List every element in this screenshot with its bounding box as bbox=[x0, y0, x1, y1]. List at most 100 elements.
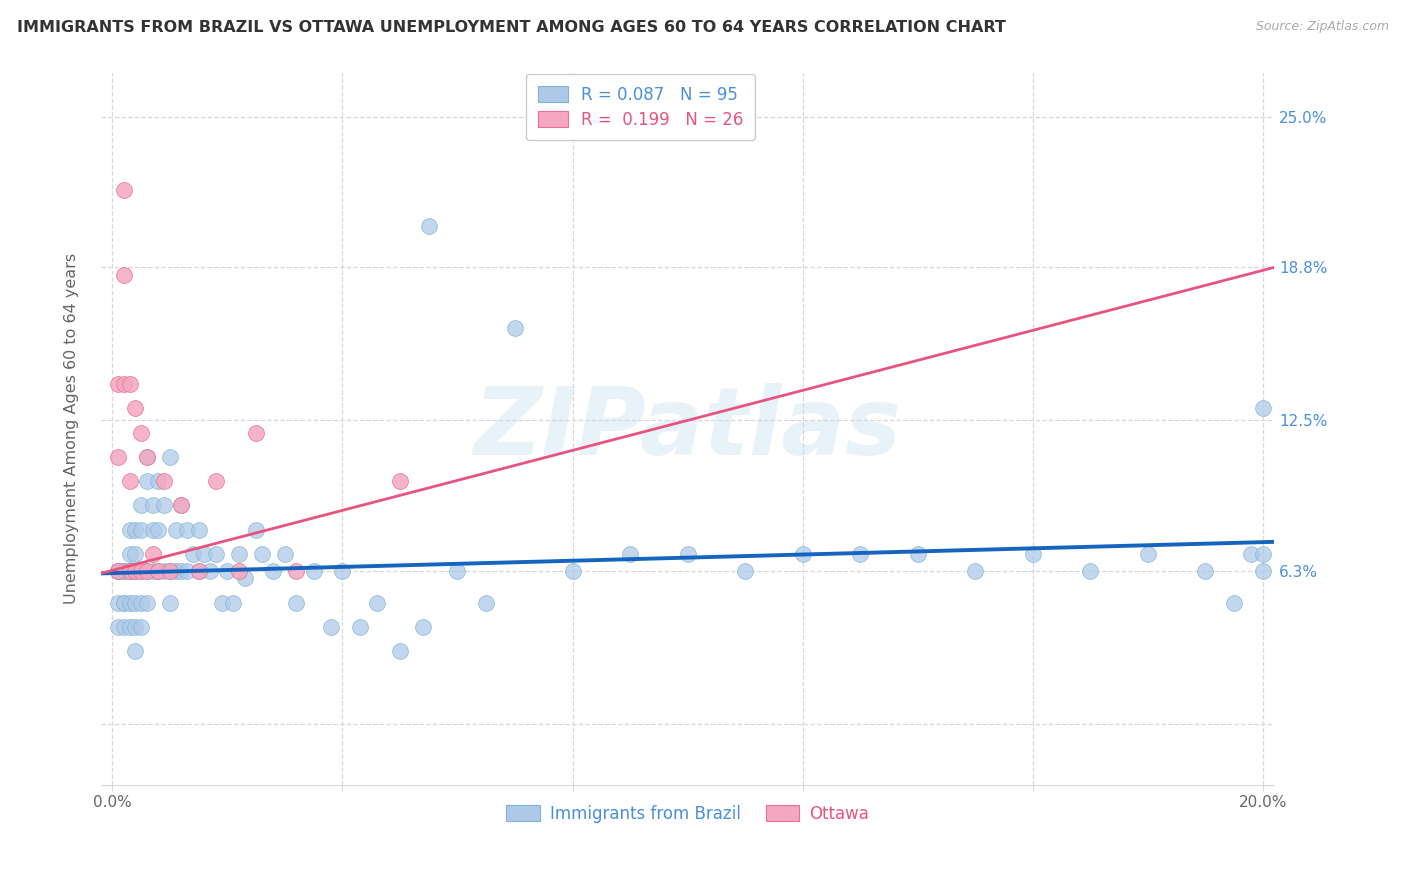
Point bbox=[118, 547, 141, 561]
Point bbox=[233, 571, 256, 585]
Point bbox=[181, 547, 204, 561]
Point bbox=[475, 596, 498, 610]
Point bbox=[124, 564, 146, 578]
Point bbox=[1022, 547, 1045, 561]
Point bbox=[118, 564, 141, 578]
Point bbox=[129, 564, 152, 578]
Point bbox=[446, 564, 468, 578]
Point bbox=[107, 376, 129, 391]
Point bbox=[412, 620, 434, 634]
Point bbox=[187, 523, 209, 537]
Point bbox=[107, 564, 129, 578]
Point bbox=[792, 547, 814, 561]
Point bbox=[849, 547, 872, 561]
Point bbox=[124, 547, 146, 561]
Point bbox=[112, 564, 135, 578]
Point bbox=[118, 474, 141, 488]
Point bbox=[118, 564, 141, 578]
Point bbox=[245, 523, 267, 537]
Point bbox=[1136, 547, 1159, 561]
Point bbox=[112, 596, 135, 610]
Point bbox=[129, 499, 152, 513]
Point bbox=[274, 547, 297, 561]
Point bbox=[148, 564, 170, 578]
Point bbox=[217, 564, 239, 578]
Point bbox=[1251, 401, 1274, 416]
Point bbox=[107, 564, 129, 578]
Point bbox=[1251, 547, 1274, 561]
Point bbox=[112, 564, 135, 578]
Point bbox=[193, 547, 215, 561]
Point bbox=[124, 523, 146, 537]
Point bbox=[129, 425, 152, 440]
Point bbox=[135, 450, 157, 464]
Point bbox=[503, 321, 526, 335]
Point bbox=[124, 644, 146, 658]
Point bbox=[1080, 564, 1102, 578]
Point bbox=[135, 596, 157, 610]
Point bbox=[159, 596, 181, 610]
Point bbox=[141, 547, 163, 561]
Point bbox=[204, 547, 226, 561]
Point bbox=[124, 564, 146, 578]
Point bbox=[129, 564, 152, 578]
Point bbox=[107, 564, 129, 578]
Point bbox=[107, 450, 129, 464]
Point bbox=[561, 564, 583, 578]
Point bbox=[135, 564, 157, 578]
Point bbox=[418, 219, 440, 233]
Text: ZIPatlas: ZIPatlas bbox=[474, 383, 901, 475]
Point bbox=[211, 596, 233, 610]
Point bbox=[112, 183, 135, 197]
Point bbox=[165, 523, 187, 537]
Point bbox=[907, 547, 929, 561]
Text: IMMIGRANTS FROM BRAZIL VS OTTAWA UNEMPLOYMENT AMONG AGES 60 TO 64 YEARS CORRELAT: IMMIGRANTS FROM BRAZIL VS OTTAWA UNEMPLO… bbox=[17, 20, 1005, 35]
Point bbox=[228, 564, 250, 578]
Point bbox=[176, 564, 198, 578]
Point bbox=[228, 547, 250, 561]
Point bbox=[619, 547, 641, 561]
Point bbox=[176, 523, 198, 537]
Point bbox=[250, 547, 273, 561]
Point bbox=[141, 499, 163, 513]
Point bbox=[118, 564, 141, 578]
Point bbox=[1251, 564, 1274, 578]
Point bbox=[153, 474, 176, 488]
Point bbox=[170, 564, 193, 578]
Point bbox=[302, 564, 325, 578]
Point bbox=[148, 474, 170, 488]
Point bbox=[285, 596, 308, 610]
Point bbox=[107, 620, 129, 634]
Point bbox=[159, 564, 181, 578]
Point bbox=[262, 564, 284, 578]
Point bbox=[165, 564, 187, 578]
Point bbox=[124, 596, 146, 610]
Point bbox=[112, 564, 135, 578]
Point bbox=[1194, 564, 1216, 578]
Point bbox=[366, 596, 388, 610]
Point bbox=[170, 499, 193, 513]
Point bbox=[204, 474, 226, 488]
Point bbox=[159, 450, 181, 464]
Point bbox=[734, 564, 756, 578]
Point bbox=[159, 564, 181, 578]
Point bbox=[112, 564, 135, 578]
Point bbox=[112, 376, 135, 391]
Point bbox=[118, 376, 141, 391]
Point bbox=[112, 596, 135, 610]
Point bbox=[129, 596, 152, 610]
Point bbox=[349, 620, 371, 634]
Point bbox=[141, 523, 163, 537]
Point bbox=[388, 644, 411, 658]
Point bbox=[187, 564, 209, 578]
Point bbox=[965, 564, 987, 578]
Point bbox=[124, 564, 146, 578]
Point bbox=[118, 620, 141, 634]
Point bbox=[332, 564, 354, 578]
Point bbox=[1223, 596, 1246, 610]
Point bbox=[135, 564, 157, 578]
Point bbox=[118, 523, 141, 537]
Point bbox=[107, 564, 129, 578]
Point bbox=[129, 620, 152, 634]
Point bbox=[319, 620, 342, 634]
